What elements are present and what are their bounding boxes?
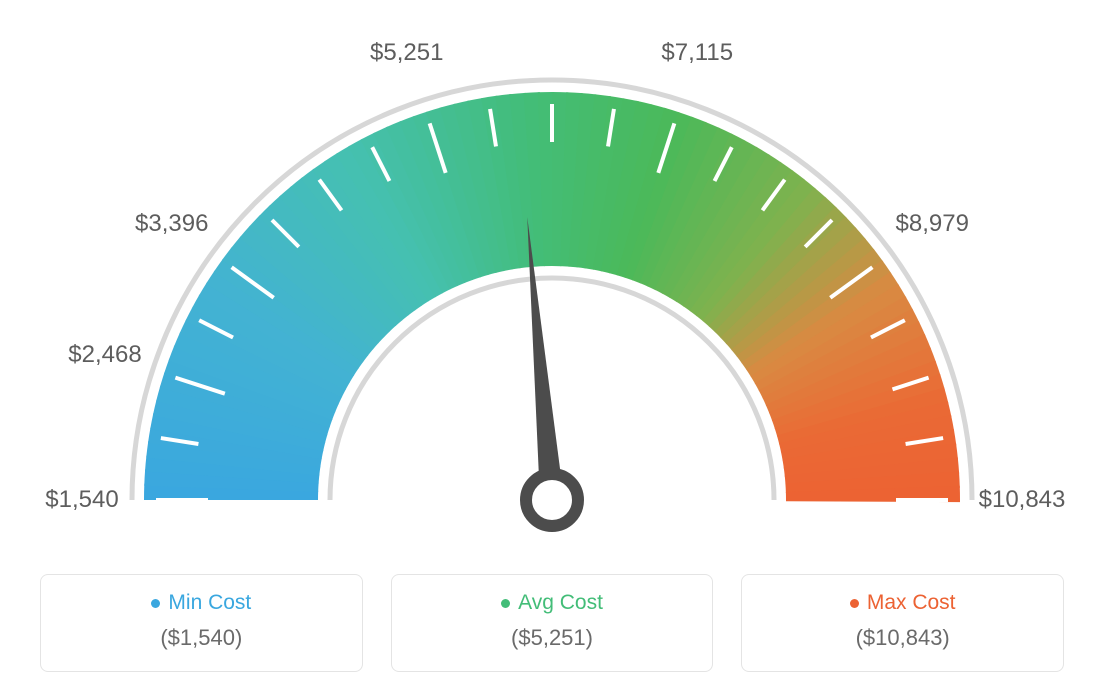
avg-cost-label: Avg Cost [518,591,603,615]
gauge-svg [0,0,1104,560]
gauge-tick-label: $2,468 [68,341,141,369]
legend-cards: Min Cost ($1,540) Avg Cost ($5,251) Max … [40,574,1064,672]
max-cost-value: ($10,843) [762,625,1043,651]
max-cost-card: Max Cost ($10,843) [741,574,1064,672]
avg-dot-icon [501,599,510,608]
cost-gauge: $1,540 $2,468 $3,396 $5,251 $7,115 $8,979 $10,… [0,0,1104,560]
avg-cost-card: Avg Cost ($5,251) [391,574,714,672]
gauge-pivot [526,474,578,526]
gauge-tick-label: $3,396 [135,210,208,238]
min-cost-card: Min Cost ($1,540) [40,574,363,672]
max-cost-title: Max Cost [850,591,956,615]
min-cost-label: Min Cost [168,591,251,615]
min-cost-value: ($1,540) [61,625,342,651]
max-dot-icon [850,599,859,608]
min-cost-title: Min Cost [151,591,251,615]
gauge-tick-label: $10,843 [979,486,1066,514]
avg-cost-title: Avg Cost [501,591,603,615]
avg-cost-value: ($5,251) [412,625,693,651]
gauge-tick-label: $5,251 [370,39,443,67]
max-cost-label: Max Cost [867,591,956,615]
gauge-tick-label: $8,979 [896,210,969,238]
min-dot-icon [151,599,160,608]
gauge-tick-label: $7,115 [661,39,733,67]
gauge-tick-label: $1,540 [45,486,118,514]
